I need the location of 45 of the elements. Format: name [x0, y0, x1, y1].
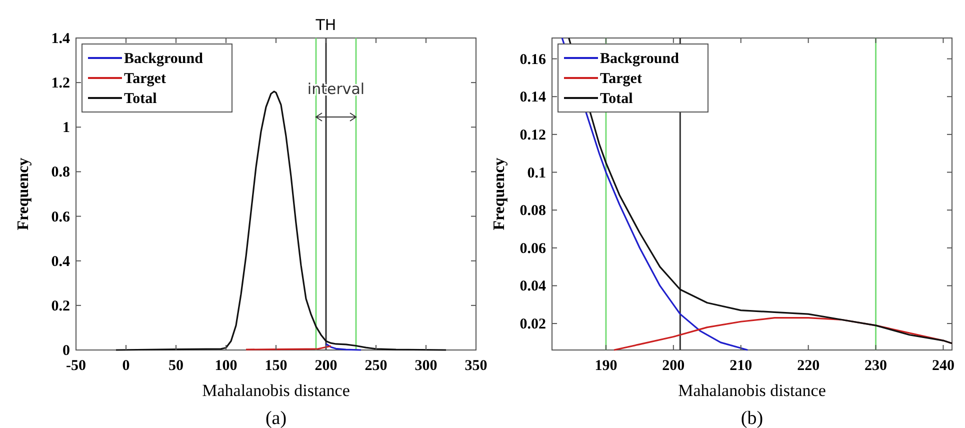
x-tick-label: 350	[464, 358, 488, 374]
x-tick-label: 200	[314, 358, 338, 374]
x-tick-label: 200	[662, 358, 685, 374]
x-tick-label: 100	[214, 358, 238, 374]
ref-line-label: TH	[314, 16, 336, 34]
legend-label: Target	[124, 71, 166, 87]
text: (b)	[740, 408, 764, 428]
text: (a)	[265, 408, 287, 428]
y-tick-label: 0.16	[520, 52, 546, 68]
legend-label: Total	[124, 91, 157, 107]
y-axis-title: Frequency	[491, 158, 508, 230]
line-series	[325, 343, 362, 351]
legend-label: Background	[124, 51, 204, 67]
y-tick-label: 0.14	[520, 90, 546, 106]
legend-label: Target	[600, 71, 642, 87]
x-axis-title: Mahalanobis distance	[202, 381, 350, 400]
x-tick-label: 50	[168, 358, 184, 374]
y-tick-label: 0.1	[527, 165, 546, 182]
x-tick-label: -50	[66, 358, 86, 374]
x-tick-label: 300	[414, 358, 438, 374]
y-axis-title: Frequency	[15, 158, 32, 230]
x-tick-label: 210	[730, 358, 752, 374]
x-tick-label: 230	[864, 358, 888, 374]
y-tick-label: 0.12	[520, 127, 546, 144]
legend-label: Total	[600, 91, 633, 107]
y-tick-label: 1.4	[51, 31, 70, 47]
x-axis-title: Mahalanobis distance	[678, 381, 826, 400]
y-tick-label: 0.08	[520, 203, 546, 220]
x-tick-label: 220	[797, 358, 820, 374]
y-tick-label: 0.06	[520, 240, 546, 257]
y-tick-label: 0.02	[520, 316, 546, 333]
y-tick-label: 1	[62, 120, 70, 136]
x-tick-label: 190	[594, 358, 618, 374]
legend-label: Background	[600, 51, 680, 67]
y-tick-label: 0.6	[51, 209, 70, 226]
y-tick-label: 0.2	[51, 298, 70, 314]
x-tick-label: 240	[932, 358, 954, 374]
x-tick-label: 0	[122, 358, 130, 374]
x-tick-label: 150	[264, 358, 288, 374]
y-tick-label: 0.4	[51, 254, 70, 270]
y-tick-label: 1.2	[51, 76, 70, 92]
x-tick-label: 250	[364, 358, 388, 374]
y-tick-label: 0.04	[520, 278, 546, 295]
y-tick-label: 0.8	[51, 164, 70, 181]
y-tick-label: 0	[62, 343, 70, 359]
